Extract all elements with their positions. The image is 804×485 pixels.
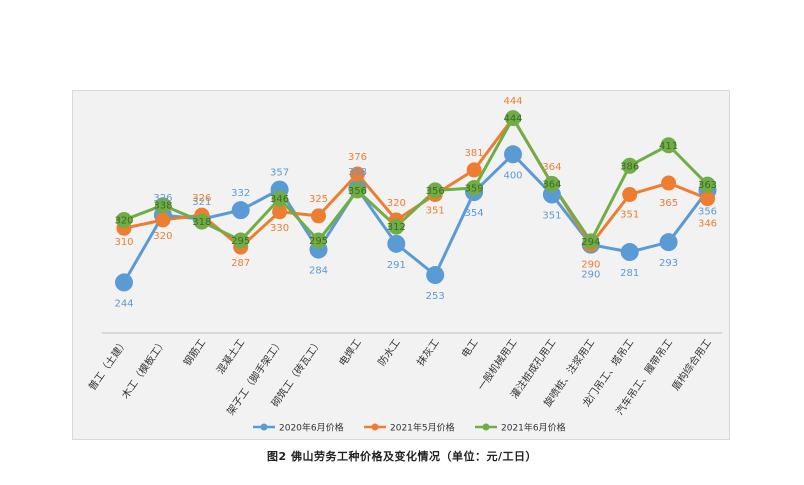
data-label: 332 — [231, 188, 250, 199]
category-label: 电焊工 — [336, 336, 364, 368]
data-point — [349, 166, 365, 182]
data-label: 356 — [348, 186, 367, 197]
data-point — [232, 232, 249, 249]
category-label: 电工 — [458, 336, 480, 360]
data-label: 330 — [270, 223, 289, 234]
data-point — [271, 190, 288, 207]
series-line-0 — [122, 152, 709, 284]
data-label: 381 — [465, 148, 484, 159]
data-point — [659, 233, 678, 252]
data-point — [661, 175, 677, 191]
legend-marker — [371, 423, 379, 431]
data-point — [620, 243, 639, 262]
data-point — [660, 137, 677, 154]
data-label: 253 — [426, 291, 445, 302]
data-label: 290 — [581, 270, 600, 281]
data-point — [116, 212, 132, 228]
data-label: 281 — [620, 268, 639, 279]
data-label: 444 — [503, 114, 522, 125]
data-label: 244 — [114, 298, 133, 309]
data-label: 346 — [270, 194, 289, 205]
data-label: 320 — [153, 231, 172, 242]
data-label: 376 — [348, 152, 367, 163]
data-point — [231, 201, 250, 220]
data-label: 321 — [192, 197, 211, 208]
data-point — [387, 234, 406, 253]
series-line-2 — [123, 116, 709, 243]
data-label: 356 — [698, 206, 717, 217]
category-label: 钢筋工 — [180, 336, 208, 368]
data-label: 354 — [465, 208, 484, 219]
data-label: 320 — [114, 216, 133, 227]
data-label: 359 — [465, 183, 484, 194]
figure-caption: 图2 佛山劳务工种价格及变化情况（单位：元/工日） — [267, 450, 537, 463]
legend-label: 2021年6月价格 — [501, 422, 566, 434]
data-label: 312 — [387, 222, 406, 233]
data-point — [154, 197, 171, 214]
data-label: 293 — [659, 258, 678, 269]
legend-label: 2021年5月价格 — [390, 422, 455, 434]
legend-marker — [482, 423, 490, 431]
data-point — [115, 273, 133, 292]
data-point — [504, 145, 522, 164]
data-label: 284 — [309, 266, 328, 277]
data-label: 346 — [698, 219, 717, 230]
data-label: 365 — [659, 198, 678, 209]
legend-marker — [260, 423, 268, 431]
data-point — [426, 266, 445, 285]
data-label: 364 — [542, 179, 561, 190]
legend-label: 2020年6月价格 — [279, 422, 344, 434]
data-point — [700, 191, 715, 207]
data-point — [621, 157, 638, 174]
data-label: 411 — [659, 141, 678, 152]
data-label: 400 — [503, 170, 522, 181]
data-label: 295 — [231, 236, 250, 247]
data-label: 358 — [348, 167, 367, 178]
data-label: 287 — [231, 258, 250, 269]
data-point — [193, 213, 210, 230]
category-label: 盾构综合用工 — [669, 336, 714, 393]
chart-panel — [72, 90, 730, 440]
data-label: 364 — [542, 162, 561, 173]
data-point — [388, 218, 405, 235]
data-label: 357 — [270, 168, 289, 179]
data-point — [466, 179, 483, 196]
category-label: 抹灰工 — [414, 336, 442, 368]
data-label: 351 — [620, 210, 639, 221]
category-label: 混凝土工 — [214, 336, 248, 376]
data-label: 351 — [426, 206, 445, 217]
data-point — [311, 208, 326, 224]
data-label: 310 — [114, 237, 133, 248]
data-point — [582, 233, 599, 250]
data-label: 444 — [503, 96, 522, 107]
data-label: 338 — [153, 201, 172, 212]
data-point — [427, 182, 444, 199]
data-point — [622, 187, 638, 203]
data-point — [349, 182, 366, 199]
data-label: 326 — [192, 193, 211, 204]
category-label: 防水工 — [375, 336, 403, 368]
data-label: 320 — [387, 198, 406, 209]
data-point — [699, 176, 716, 193]
data-point — [272, 204, 288, 220]
data-point — [310, 232, 327, 249]
data-point — [155, 212, 171, 228]
data-label: 325 — [309, 194, 328, 205]
data-label: 326 — [153, 193, 172, 204]
data-label: 291 — [387, 260, 406, 271]
data-label: 351 — [542, 211, 561, 222]
data-label: 295 — [309, 236, 328, 247]
data-label: 294 — [581, 237, 600, 248]
data-point — [466, 162, 482, 178]
data-label: 363 — [698, 180, 717, 191]
data-point — [505, 110, 521, 127]
data-label: 318 — [192, 217, 211, 228]
data-label: 386 — [620, 161, 639, 172]
data-label: 356 — [426, 186, 445, 197]
data-point — [543, 175, 560, 192]
category-label: 普工（土建） — [85, 336, 130, 393]
data-label: 290 — [581, 260, 600, 271]
category-label: 一般机械用工 — [474, 336, 519, 393]
